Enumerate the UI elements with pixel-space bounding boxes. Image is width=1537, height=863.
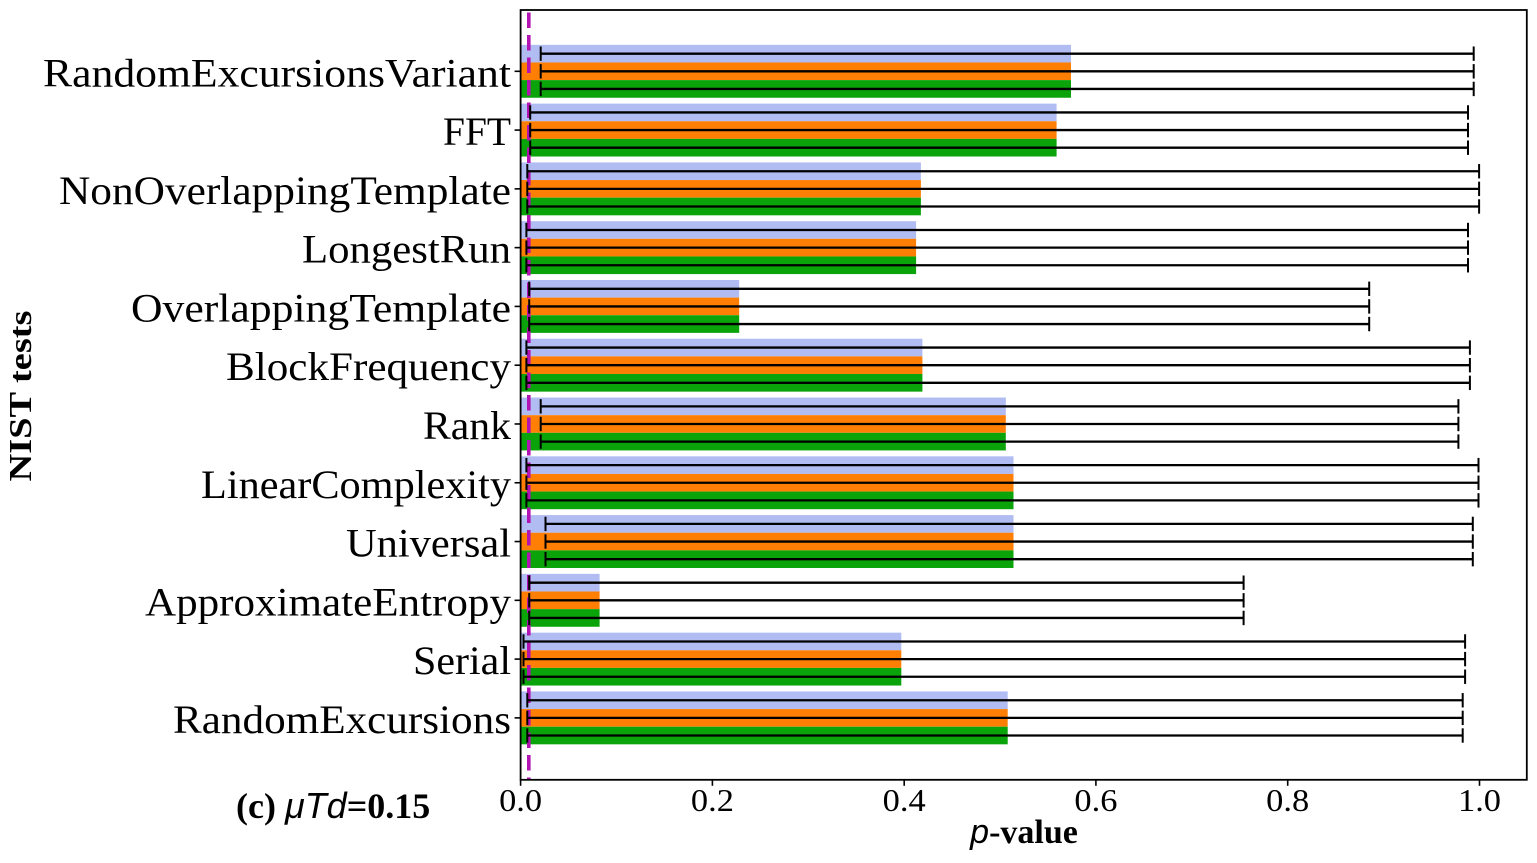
svg-text:Universal: Universal xyxy=(346,521,511,566)
svg-text:Rank: Rank xyxy=(423,403,511,448)
svg-text:0.2: 0.2 xyxy=(691,782,734,818)
svg-text:FFT: FFT xyxy=(443,109,511,154)
svg-text:LinearComplexity: LinearComplexity xyxy=(201,462,511,507)
svg-text:Serial: Serial xyxy=(413,638,511,683)
svg-text:ApproximateEntropy: ApproximateEntropy xyxy=(145,579,511,624)
svg-text:0.8: 0.8 xyxy=(1266,782,1309,818)
svg-text:NonOverlappingTemplate: NonOverlappingTemplate xyxy=(59,168,511,213)
svg-text:NIST tests: NIST tests xyxy=(2,311,38,482)
svg-text:1.0: 1.0 xyxy=(1458,782,1501,818)
svg-text:0.4: 0.4 xyxy=(883,782,926,818)
svg-text:OverlappingTemplate: OverlappingTemplate xyxy=(131,285,511,330)
svg-text:RandomExcursionsVariant: RandomExcursionsVariant xyxy=(43,50,511,95)
svg-text:p-value: p-value xyxy=(969,813,1078,851)
svg-text:0.6: 0.6 xyxy=(1074,782,1117,818)
svg-text:RandomExcursions: RandomExcursions xyxy=(173,697,511,742)
svg-text:(c) μTd=0.15: (c) μTd=0.15 xyxy=(236,785,430,826)
svg-text:BlockFrequency: BlockFrequency xyxy=(226,344,511,389)
svg-text:0.0: 0.0 xyxy=(499,782,542,818)
svg-text:LongestRun: LongestRun xyxy=(302,227,511,272)
